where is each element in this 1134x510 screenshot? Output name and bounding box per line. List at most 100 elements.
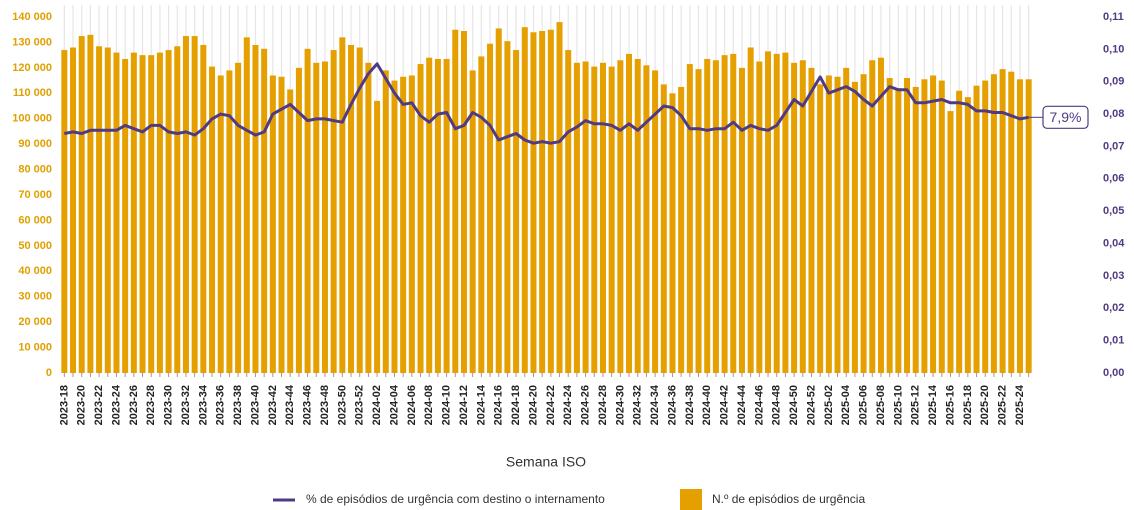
bar [191, 36, 198, 373]
bar [356, 47, 363, 374]
bar [851, 81, 858, 373]
bar [495, 28, 502, 373]
x-tick-label: 2024-22 [545, 385, 557, 425]
bar [278, 76, 285, 373]
x-tick-label: 2024-04 [388, 384, 400, 425]
y2-tick-label: 0,06 [1103, 173, 1124, 185]
bar [139, 55, 146, 374]
line [64, 62, 1029, 145]
legend-swatch [680, 489, 702, 510]
bar [886, 78, 893, 374]
bar [443, 58, 450, 373]
x-tick-label: 2024-38 [684, 385, 696, 425]
y-tick-label: 10 000 [18, 341, 52, 353]
bar [730, 53, 737, 373]
y-tick-label: 120 000 [12, 62, 52, 74]
y-tick-label: 140 000 [12, 11, 52, 23]
bar [860, 74, 867, 373]
bar [843, 67, 850, 373]
x-tick-label: 2024-26 [580, 385, 592, 425]
bar [895, 88, 902, 373]
y-tick-label: 80 000 [18, 163, 52, 175]
y2-tick-label: 0,11 [1103, 11, 1124, 23]
y2-tick-label: 0,02 [1103, 302, 1124, 314]
bar [426, 57, 433, 373]
x-tick-label: 2025-12 [910, 385, 922, 425]
y-tick-label: 50 000 [18, 240, 52, 252]
bar [513, 50, 520, 374]
bar [165, 50, 172, 374]
bar [156, 52, 163, 373]
bar [617, 60, 624, 373]
bar [834, 76, 841, 373]
bar [530, 32, 537, 373]
bar [921, 79, 928, 374]
bar [912, 86, 919, 373]
bar [825, 75, 832, 373]
y2-tick-label: 0,10 [1103, 43, 1124, 55]
y-tick-label: 40 000 [18, 265, 52, 277]
bar [339, 37, 346, 373]
bar [104, 47, 111, 374]
x-tick-label: 2025-10 [892, 385, 904, 425]
x-tick-label: 2024-16 [493, 385, 505, 425]
x-tick-label: 2024-40 [701, 385, 713, 425]
bar [773, 53, 780, 373]
x-tick-label: 2025-20 [979, 385, 991, 425]
bar [269, 75, 276, 373]
x-tick-label: 2023-50 [336, 385, 348, 425]
bar [721, 55, 728, 374]
x-tick-label: 2025-18 [962, 385, 974, 425]
bar [330, 50, 337, 374]
bar [964, 97, 971, 373]
bar [582, 61, 589, 373]
bar [626, 53, 633, 373]
y-tick-label: 110 000 [13, 87, 52, 99]
x-tick-label: 2025-22 [997, 385, 1009, 425]
x-tick-label: 2024-34 [649, 384, 661, 425]
x-tick-label: 2024-14 [475, 384, 487, 425]
bar [295, 67, 302, 373]
value-label: 7,9% [1050, 109, 1082, 125]
bar [487, 43, 494, 373]
bar [599, 62, 606, 374]
y-tick-label: 20 000 [18, 316, 52, 328]
x-tick-label: 2023-40 [249, 385, 261, 425]
bar [747, 47, 754, 374]
x-tick-label: 2024-30 [614, 385, 626, 425]
x-tick-label: 2023-28 [145, 385, 157, 425]
bar [652, 70, 659, 374]
bar [313, 62, 320, 374]
bar [565, 50, 572, 374]
bar [148, 55, 155, 374]
bar [217, 75, 224, 373]
y-tick-label: 90 000 [18, 138, 52, 150]
y2-tick-label: 0,07 [1103, 140, 1124, 152]
x-tick-label: 2023-18 [58, 385, 70, 425]
x-tick-label: 2024-32 [632, 385, 644, 425]
bar [287, 89, 294, 373]
y-tick-label: 0 [46, 367, 52, 379]
bar [304, 48, 311, 374]
y-tick-label: 100 000 [12, 113, 52, 125]
bar [61, 50, 68, 374]
y-tick-label: 60 000 [18, 214, 52, 226]
callout-box [1042, 105, 1089, 129]
bar [226, 70, 233, 374]
y-tick-label: 130 000 [12, 36, 52, 48]
x-tick-label: 2024-10 [441, 385, 453, 425]
x-tick-label: 2024-50 [788, 385, 800, 425]
x-tick-label: 2023-22 [93, 385, 105, 425]
bar [478, 56, 485, 374]
bar [608, 66, 615, 373]
bar [999, 69, 1006, 373]
bar [782, 52, 789, 373]
bar [96, 46, 103, 373]
bar [678, 86, 685, 373]
bar [434, 58, 441, 373]
bar [400, 76, 407, 373]
bar [87, 34, 94, 374]
bar [504, 41, 511, 374]
y2-tick-label: 0,09 [1103, 76, 1124, 88]
bar [460, 30, 467, 373]
